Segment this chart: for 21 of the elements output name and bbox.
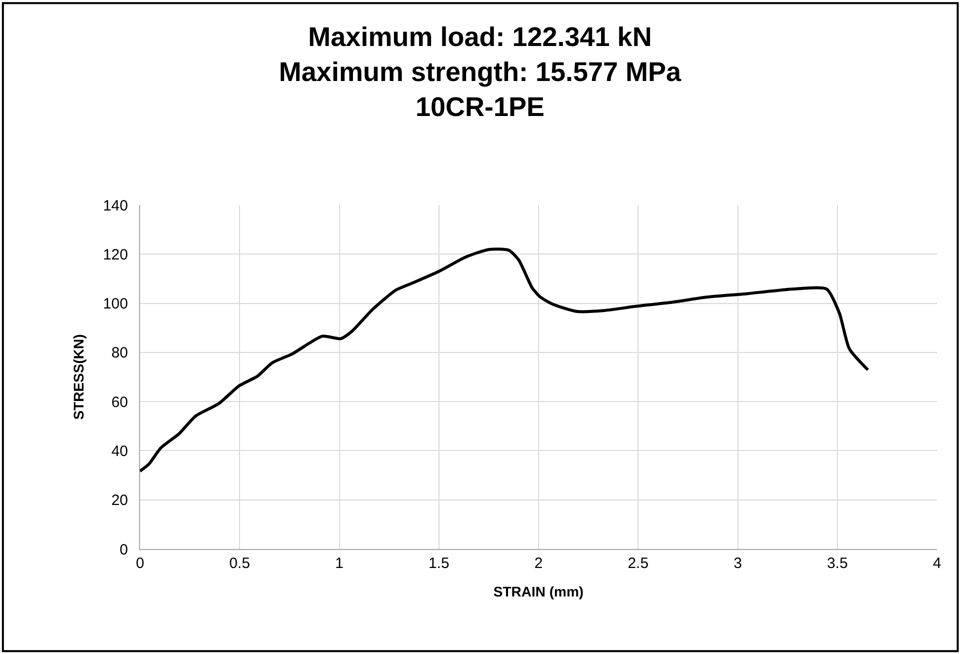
chart-title: Maximum load: 122.341 kN Maximum strength: 15.577 MPa 10CR-1PE [278,22,682,122]
x-axis-title: STRAIN (mm) [493,583,584,600]
x-tick-label: 4 [932,555,942,572]
y-tick-label: 0 [120,541,128,558]
x-tick-label: 2.5 [628,555,649,572]
x-tick-label: 0 [136,555,144,572]
y-tick-label: 20 [111,492,128,510]
y-tick-label: 120 [102,246,128,264]
y-axis-title: STRESS(KN) [70,334,87,420]
x-tick-label: 0.5 [229,555,250,572]
x-tick-label: 2 [534,555,543,572]
line-series [140,248,870,473]
x-tick-label: 1.5 [428,555,450,572]
x-tick-label: 3.5 [826,555,848,572]
x-tick-label: 1 [335,555,344,572]
y-tick-label: 100 [102,296,128,313]
y-tick-label: 40 [111,442,128,460]
y-tick-label: 60 [111,394,128,411]
y-tick-label: 80 [111,344,128,362]
y-tick-label: 140 [102,197,128,214]
x-tick-label: 3 [734,555,742,572]
